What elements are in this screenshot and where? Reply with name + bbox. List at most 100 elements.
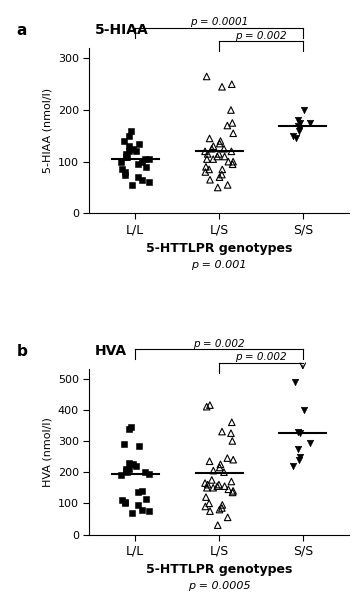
Point <box>301 405 307 415</box>
Point <box>217 460 223 469</box>
Text: p = 0.0005: p = 0.0005 <box>188 581 250 591</box>
Point <box>295 427 301 437</box>
Point <box>130 144 136 154</box>
Point <box>126 147 132 156</box>
Point <box>295 444 301 454</box>
Point <box>230 156 236 166</box>
Point <box>205 149 211 159</box>
Point <box>147 154 152 164</box>
Point <box>219 503 225 513</box>
Point <box>297 118 303 128</box>
Point <box>135 500 141 510</box>
Point <box>122 169 128 179</box>
Point <box>216 149 222 159</box>
Point <box>229 477 234 487</box>
Point <box>292 377 298 387</box>
Point <box>210 483 216 493</box>
Point <box>136 440 141 450</box>
Point <box>135 172 141 182</box>
Point <box>133 461 139 471</box>
Text: p = 0.002: p = 0.002 <box>235 352 287 362</box>
Point <box>295 121 301 131</box>
Point <box>126 131 132 141</box>
Point <box>230 160 235 169</box>
Point <box>217 463 222 472</box>
Point <box>147 469 152 479</box>
Text: HVA: HVA <box>94 344 127 359</box>
Point <box>129 180 134 190</box>
Point <box>228 428 234 438</box>
Point <box>123 464 129 474</box>
Y-axis label: 5-HIAA (nmol/l): 5-HIAA (nmol/l) <box>42 88 52 173</box>
Point <box>126 141 132 151</box>
Point <box>229 79 235 89</box>
Point <box>119 495 125 505</box>
Point <box>225 513 230 522</box>
Point <box>124 467 130 477</box>
Point <box>139 156 144 166</box>
Point <box>225 121 230 131</box>
Point <box>290 131 296 141</box>
Point <box>230 128 236 138</box>
Point <box>122 498 128 508</box>
Point <box>307 437 313 447</box>
Point <box>296 455 302 464</box>
Point <box>207 134 212 144</box>
Point <box>301 105 307 115</box>
Point <box>230 486 236 496</box>
Point <box>222 152 228 161</box>
Point <box>119 164 125 174</box>
X-axis label: 5-HTTLPR genotypes: 5-HTTLPR genotypes <box>146 564 292 577</box>
Point <box>135 487 141 497</box>
Point <box>122 497 128 507</box>
Point <box>129 126 134 136</box>
Point <box>143 154 148 164</box>
Point <box>130 460 136 469</box>
Point <box>297 452 303 461</box>
Point <box>118 471 124 480</box>
Point <box>203 162 209 172</box>
Point <box>206 498 212 508</box>
Point <box>122 167 128 177</box>
Point <box>207 506 213 516</box>
Point <box>207 400 213 410</box>
Point <box>209 475 215 485</box>
Point <box>220 164 225 174</box>
Point <box>123 152 129 161</box>
Point <box>295 115 301 125</box>
Point <box>206 164 212 174</box>
Point <box>229 118 235 128</box>
Point <box>219 169 225 179</box>
Point <box>129 422 134 432</box>
Point <box>207 456 212 466</box>
Point <box>139 175 145 185</box>
Point <box>293 134 299 144</box>
Point <box>217 505 222 514</box>
Point <box>229 147 234 156</box>
Point <box>207 175 213 185</box>
Point <box>211 466 216 476</box>
Point <box>230 455 236 464</box>
Point <box>296 126 302 136</box>
Point <box>217 139 222 148</box>
Point <box>204 154 210 164</box>
Y-axis label: HVA (nmol/l): HVA (nmol/l) <box>42 417 52 487</box>
Point <box>217 172 222 182</box>
Point <box>133 147 139 156</box>
Point <box>214 152 220 161</box>
Point <box>126 424 132 434</box>
Point <box>126 458 132 468</box>
Point <box>229 436 235 446</box>
Point <box>139 505 145 514</box>
Text: p = 0.001: p = 0.001 <box>191 259 247 270</box>
Text: p = 0.002: p = 0.002 <box>193 339 245 349</box>
Point <box>126 464 132 474</box>
Point <box>221 144 227 154</box>
Point <box>203 167 208 177</box>
Point <box>230 487 235 497</box>
Point <box>129 508 134 517</box>
Point <box>222 481 228 491</box>
Point <box>146 177 152 187</box>
Point <box>225 180 230 190</box>
Point <box>297 428 303 438</box>
